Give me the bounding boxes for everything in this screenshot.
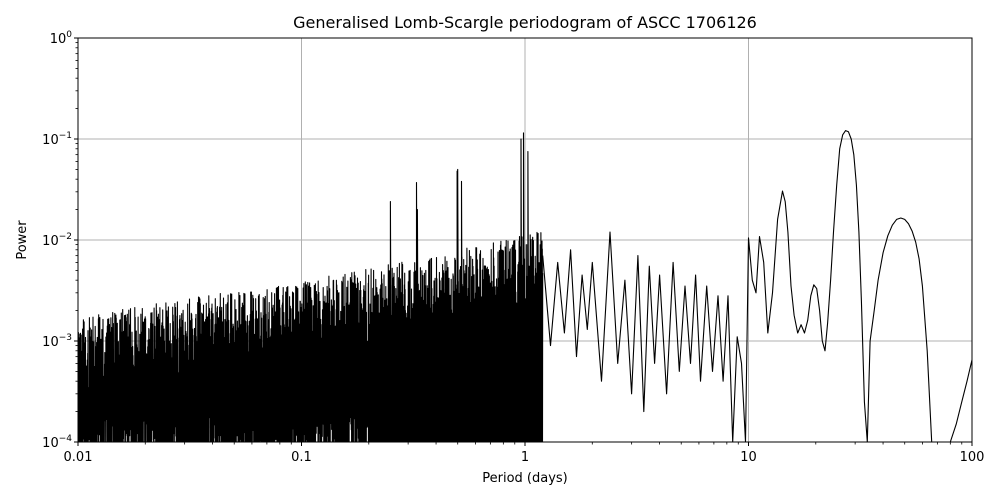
x-tick-label: 100 bbox=[960, 450, 985, 465]
axis-ticks: 0.01 0.1 1 10 100 10−4 10−3 10−2 10−1 100 bbox=[42, 30, 984, 465]
plot-area bbox=[78, 130, 972, 442]
y-tick-label: 10−3 bbox=[42, 333, 72, 350]
y-tick-label: 10−4 bbox=[42, 434, 72, 451]
y-tick-label: 10−2 bbox=[42, 232, 72, 249]
periodogram-series-line bbox=[542, 130, 972, 442]
x-tick-label: 1 bbox=[521, 450, 529, 465]
x-tick-label: 10 bbox=[740, 450, 757, 465]
y-axis-label: Power bbox=[15, 220, 30, 260]
x-axis-label: Period (days) bbox=[482, 471, 568, 486]
x-tick-label: 0.1 bbox=[291, 450, 312, 465]
y-tick-label: 10−1 bbox=[42, 131, 72, 148]
y-tick-label: 100 bbox=[50, 30, 73, 47]
noise-forest-line bbox=[78, 132, 544, 442]
x-tick-label: 0.01 bbox=[64, 450, 93, 465]
chart-title: Generalised Lomb-Scargle periodogram of … bbox=[293, 13, 757, 32]
